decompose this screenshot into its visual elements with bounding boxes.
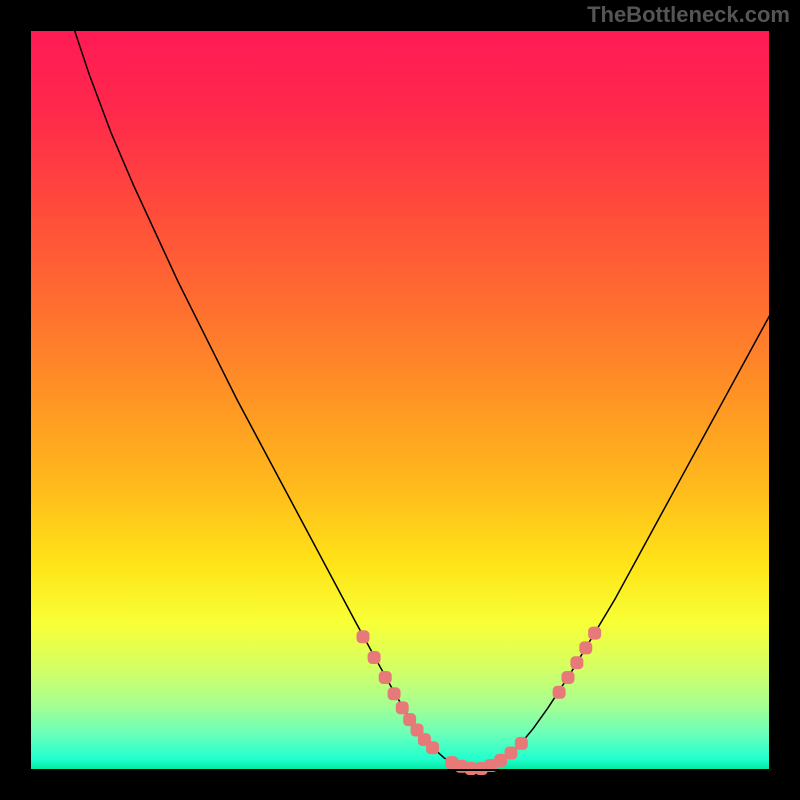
data-marker [357, 631, 369, 643]
data-marker [571, 657, 583, 669]
chart-container: TheBottleneck.com [0, 0, 800, 800]
plot-background [30, 30, 770, 770]
data-marker [505, 747, 517, 759]
data-marker [515, 737, 527, 749]
data-marker [553, 686, 565, 698]
data-marker [396, 702, 408, 714]
data-marker [388, 688, 400, 700]
data-marker [368, 652, 380, 664]
data-marker [589, 627, 601, 639]
data-marker [427, 742, 439, 754]
bottleneck-chart [0, 0, 800, 800]
data-marker [580, 642, 592, 654]
data-marker [379, 672, 391, 684]
data-marker [562, 672, 574, 684]
